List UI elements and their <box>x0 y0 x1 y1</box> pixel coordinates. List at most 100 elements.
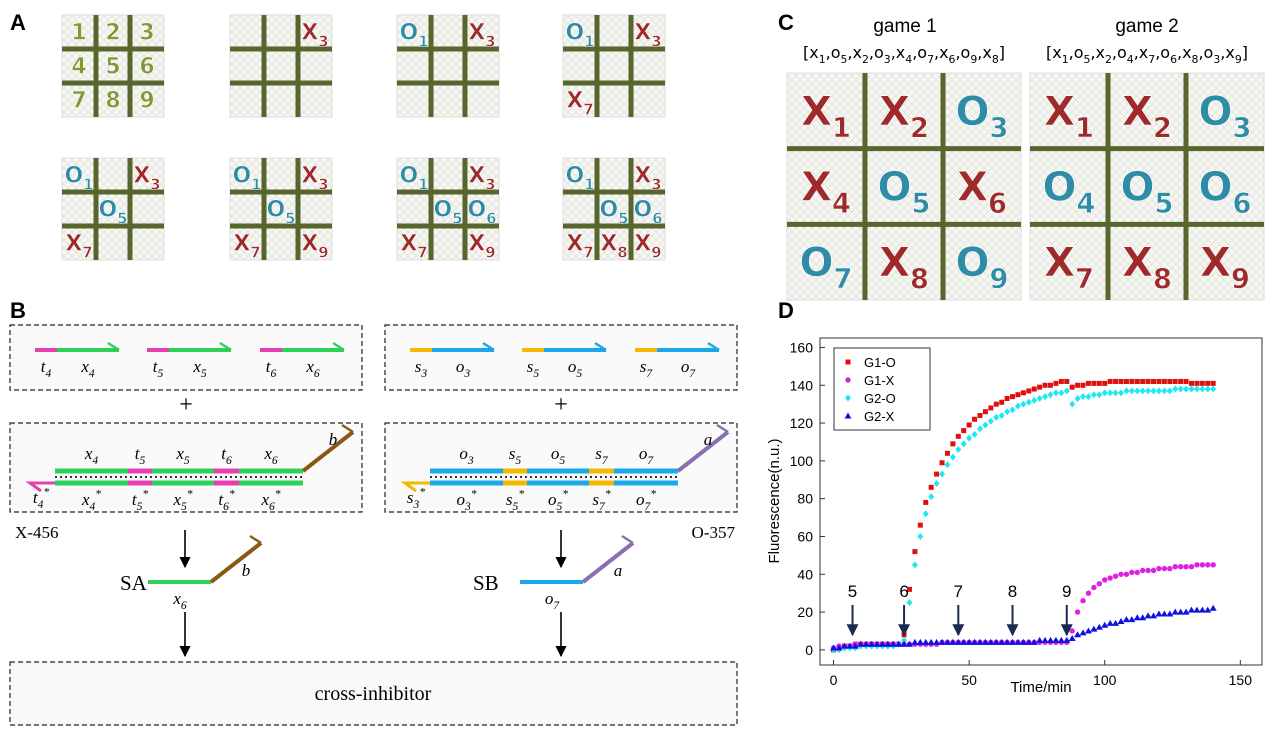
point <box>845 377 850 382</box>
annotation-label: 5 <box>848 582 857 601</box>
point <box>1123 387 1129 394</box>
point <box>1134 387 1140 394</box>
game-sequence: [x1,o5,x2,o3,x4,o7,x6,o9,x8] <box>803 43 1005 66</box>
point <box>988 418 994 425</box>
point <box>1102 577 1107 582</box>
point <box>1156 379 1161 384</box>
y-tick-label: 140 <box>790 377 814 393</box>
point <box>1085 393 1091 400</box>
point <box>1059 379 1064 384</box>
point <box>1005 396 1010 401</box>
point <box>972 417 977 422</box>
point <box>983 409 988 414</box>
point <box>1166 610 1173 616</box>
point <box>1211 381 1216 386</box>
point <box>1167 566 1172 571</box>
point <box>912 549 917 554</box>
point <box>1107 575 1112 580</box>
annotation-label: 7 <box>954 582 963 601</box>
point <box>999 400 1004 405</box>
point <box>923 500 928 505</box>
point <box>917 533 923 540</box>
board-cell: 5 <box>105 55 120 80</box>
point <box>1210 562 1215 567</box>
point <box>1101 622 1108 628</box>
point <box>1129 387 1135 394</box>
point <box>934 480 940 487</box>
point <box>1097 381 1102 386</box>
strand <box>583 543 633 582</box>
point <box>929 485 934 490</box>
plus: + <box>554 392 568 418</box>
point <box>1075 395 1081 402</box>
domain-label: a <box>614 561 623 580</box>
point <box>1020 401 1026 408</box>
point <box>972 431 978 438</box>
point <box>1178 379 1183 384</box>
point <box>1189 564 1194 569</box>
point <box>966 435 972 442</box>
point <box>1069 401 1075 408</box>
point <box>1161 387 1167 394</box>
point <box>1037 385 1042 390</box>
point <box>961 440 967 447</box>
point <box>1162 566 1167 571</box>
point <box>1026 399 1032 406</box>
frames <box>10 325 737 725</box>
legend-label: G1-X <box>864 373 895 388</box>
point <box>1135 379 1140 384</box>
domain-label: x6 <box>172 589 187 612</box>
point <box>1113 573 1118 578</box>
legend-label: G1-O <box>864 355 896 370</box>
point <box>993 414 999 421</box>
y-tick-label: 120 <box>790 415 814 431</box>
point <box>1010 394 1015 399</box>
point <box>1096 624 1103 630</box>
point <box>1053 381 1058 386</box>
point <box>1145 387 1151 394</box>
point <box>1015 403 1021 410</box>
legend-label: G2-X <box>864 409 895 424</box>
point <box>1063 637 1070 643</box>
point <box>956 434 961 439</box>
point <box>1075 609 1080 614</box>
point <box>1128 616 1135 622</box>
point <box>1086 381 1091 386</box>
point <box>1172 386 1178 393</box>
point <box>1021 390 1026 395</box>
point <box>1194 381 1199 386</box>
point <box>1091 585 1096 590</box>
y-tick-label: 60 <box>797 528 813 544</box>
point <box>1026 388 1031 393</box>
point <box>1117 618 1124 624</box>
board-cell: 9 <box>139 89 154 114</box>
point <box>1113 389 1119 396</box>
board-cell: 7 <box>71 89 86 114</box>
point <box>1064 387 1070 394</box>
game-title: game 1 <box>873 16 936 37</box>
point <box>977 413 982 418</box>
point <box>1183 564 1188 569</box>
plus: + <box>179 392 193 418</box>
point <box>1047 391 1053 398</box>
x-tick-label: 100 <box>1093 672 1117 688</box>
point <box>1074 631 1081 637</box>
point <box>1097 581 1102 586</box>
x-tick-label: 50 <box>961 672 977 688</box>
point <box>1156 566 1161 571</box>
point <box>1167 379 1172 384</box>
x-axis-label: Time/min <box>1010 679 1071 696</box>
y-tick-label: 80 <box>797 491 813 507</box>
point <box>939 471 945 478</box>
strand-end <box>622 536 633 543</box>
point <box>1058 389 1064 396</box>
x-tick-label: 0 <box>830 672 838 688</box>
point <box>1200 381 1205 386</box>
point <box>1004 408 1010 415</box>
board-cell: 1 <box>71 21 86 46</box>
point <box>1080 393 1086 400</box>
point <box>1151 379 1156 384</box>
board-cell: 3 <box>139 21 154 46</box>
point <box>1156 387 1162 394</box>
domain-label: a <box>704 430 713 449</box>
